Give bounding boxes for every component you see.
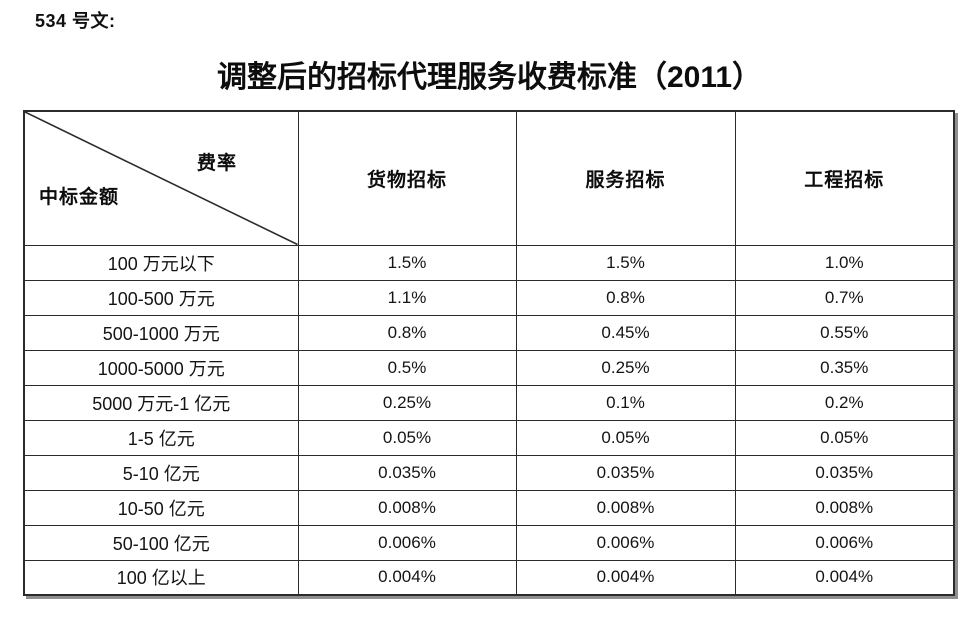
amount-cell: 100 亿以上 [23,559,299,596]
amount-cell: 10-50 亿元 [23,489,299,526]
rate-cell-services: 0.035% [515,454,736,491]
diagonal-corner-cell: 费率 中标金额 [23,110,299,246]
rate-cell-goods: 0.035% [297,454,517,491]
rate-cell-services: 0.1% [515,384,736,421]
table-row: 100 万元以下 1.5% 1.5% 1.0% [23,244,955,281]
rate-cell-engineering: 0.006% [734,524,955,561]
page-title: 调整后的招标代理服务收费标准（2011） [216,61,763,94]
amount-cell: 50-100 亿元 [23,524,299,561]
rate-cell-services: 0.006% [515,524,736,561]
rate-cell-engineering: 0.035% [734,454,955,491]
rate-cell-services: 1.5% [515,244,736,281]
rate-cell-engineering: 0.7% [734,279,955,316]
column-header-engineering: 工程招标 [734,110,955,246]
rate-cell-services: 0.25% [515,349,736,386]
rate-cell-goods: 0.008% [297,489,517,526]
amount-cell: 100-500 万元 [23,279,299,316]
amount-cell: 1-5 亿元 [23,419,299,456]
rate-cell-services: 0.004% [515,559,736,596]
table-row: 50-100 亿元 0.006% 0.006% 0.006% [23,524,955,561]
amount-cell: 1000-5000 万元 [23,349,299,386]
table-row: 10-50 亿元 0.008% 0.008% 0.008% [23,489,955,526]
rate-cell-goods: 0.004% [297,559,517,596]
column-header-services: 服务招标 [515,110,736,246]
rate-cell-engineering: 0.008% [734,489,955,526]
table-row: 500-1000 万元 0.8% 0.45% 0.55% [23,314,955,351]
rate-cell-engineering: 0.2% [734,384,955,421]
amount-cell: 5-10 亿元 [23,454,299,491]
table-row: 5-10 亿元 0.035% 0.035% 0.035% [23,454,955,491]
table-row: 1000-5000 万元 0.5% 0.25% 0.35% [23,349,955,386]
column-header-goods: 货物招标 [297,110,517,246]
corner-label-amount: 中标金额 [39,187,120,208]
amount-cell: 500-1000 万元 [23,314,299,351]
rate-cell-services: 0.45% [515,314,736,351]
rate-cell-engineering: 1.0% [734,244,955,281]
amount-cell: 100 万元以下 [23,244,299,281]
table-header-row: 费率 中标金额 货物招标 服务招标 工程招标 [23,110,955,246]
rate-cell-goods: 0.006% [297,524,517,561]
table-row: 5000 万元-1 亿元 0.25% 0.1% 0.2% [23,384,955,421]
doc-number-label: 534 号文: [35,11,116,31]
table-row: 100-500 万元 1.1% 0.8% 0.7% [23,279,955,316]
rate-cell-goods: 0.25% [297,384,517,421]
rate-cell-services: 0.008% [515,489,736,526]
fee-standard-table: 费率 中标金额 货物招标 服务招标 工程招标 100 万元以下 1.5% 1.5… [23,110,955,596]
table-row: 100 亿以上 0.004% 0.004% 0.004% [23,559,955,596]
table-row: 1-5 亿元 0.05% 0.05% 0.05% [23,419,955,456]
rate-cell-engineering: 0.05% [734,419,955,456]
rate-cell-engineering: 0.55% [734,314,955,351]
rate-cell-goods: 1.5% [297,244,517,281]
corner-label-rate: 费率 [197,153,238,174]
rate-cell-engineering: 0.004% [734,559,955,596]
rate-cell-services: 0.05% [515,419,736,456]
diagonal-line [25,112,298,245]
rate-cell-engineering: 0.35% [734,349,955,386]
rate-cell-goods: 0.8% [297,314,517,351]
amount-cell: 5000 万元-1 亿元 [23,384,299,421]
rate-cell-goods: 0.05% [297,419,517,456]
rate-cell-goods: 1.1% [297,279,517,316]
rate-cell-services: 0.8% [515,279,736,316]
rate-cell-goods: 0.5% [297,349,517,386]
